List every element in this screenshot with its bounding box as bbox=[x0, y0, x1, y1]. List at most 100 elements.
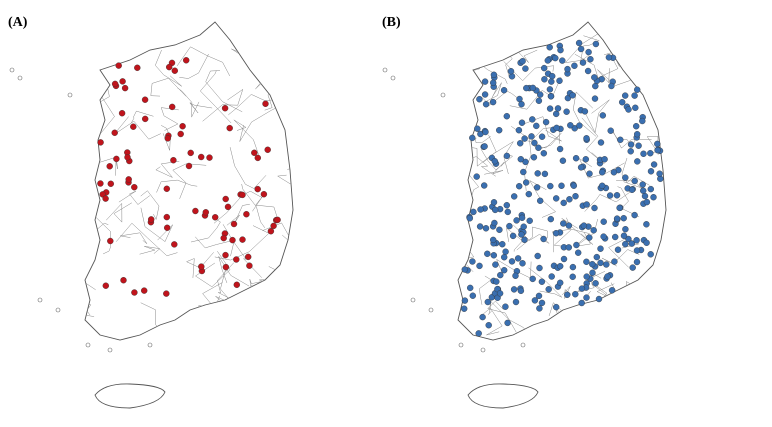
site-dot bbox=[601, 156, 608, 163]
site-dot bbox=[497, 271, 504, 279]
site-dot bbox=[599, 112, 607, 119]
site-dot bbox=[182, 57, 190, 64]
district-border bbox=[479, 307, 503, 336]
district-border bbox=[475, 136, 491, 144]
district-border bbox=[85, 22, 92, 53]
site-dot bbox=[544, 57, 552, 64]
site-dot bbox=[597, 139, 605, 146]
site-dot bbox=[489, 79, 497, 87]
site-dot bbox=[631, 177, 638, 185]
district-border bbox=[214, 225, 270, 261]
site-dot bbox=[614, 246, 622, 253]
site-dot bbox=[575, 39, 583, 47]
site-dot bbox=[164, 135, 172, 142]
district-border bbox=[597, 68, 635, 86]
site-dot bbox=[583, 258, 590, 265]
site-dot bbox=[548, 72, 556, 80]
district-border bbox=[185, 252, 214, 278]
district-border bbox=[282, 276, 290, 286]
district-border bbox=[509, 76, 562, 110]
islet bbox=[9, 67, 15, 73]
site-dot bbox=[553, 124, 560, 132]
site-dot bbox=[111, 80, 119, 88]
site-dot bbox=[515, 182, 523, 190]
site-dot bbox=[597, 245, 604, 252]
site-dot bbox=[481, 91, 489, 98]
site-dot bbox=[233, 281, 241, 288]
site-dot bbox=[622, 174, 629, 181]
site-dot bbox=[534, 170, 541, 177]
site-dot bbox=[547, 215, 555, 223]
district-border bbox=[558, 333, 578, 340]
district-border bbox=[113, 116, 161, 140]
islet bbox=[428, 307, 434, 313]
site-dot bbox=[633, 237, 640, 244]
site-dot bbox=[507, 67, 515, 75]
site-dot bbox=[244, 253, 252, 261]
site-dot bbox=[515, 126, 523, 134]
site-dot bbox=[224, 203, 232, 211]
site-dot bbox=[556, 77, 563, 85]
islet bbox=[147, 342, 153, 348]
site-dot bbox=[647, 251, 654, 258]
site-dot bbox=[499, 240, 506, 248]
district-border bbox=[202, 88, 244, 122]
site-dot bbox=[650, 193, 657, 201]
jeju-island bbox=[467, 383, 539, 409]
site-dot bbox=[270, 222, 277, 230]
district-border bbox=[470, 156, 496, 177]
site-dot bbox=[484, 250, 491, 258]
site-dot bbox=[171, 67, 179, 74]
site-dot bbox=[569, 273, 576, 280]
site-dot bbox=[198, 263, 205, 270]
district-border bbox=[503, 61, 554, 82]
site-dot bbox=[559, 157, 567, 164]
site-dot bbox=[480, 182, 488, 189]
site-dot bbox=[618, 98, 626, 106]
site-dot bbox=[141, 115, 149, 123]
site-dot bbox=[466, 215, 474, 222]
site-dot bbox=[106, 163, 113, 170]
site-dot bbox=[163, 185, 171, 193]
site-dot bbox=[563, 291, 571, 298]
site-dot bbox=[565, 222, 573, 229]
site-dot bbox=[533, 184, 541, 191]
site-dot bbox=[617, 136, 624, 144]
site-dot bbox=[622, 240, 629, 248]
district-border bbox=[85, 32, 98, 68]
district-border bbox=[85, 303, 95, 317]
islet bbox=[458, 342, 464, 348]
site-dot bbox=[500, 86, 508, 94]
site-dot bbox=[565, 244, 573, 251]
site-dot bbox=[120, 277, 127, 284]
district-border bbox=[617, 186, 640, 217]
site-dot bbox=[125, 176, 132, 183]
site-dot bbox=[552, 54, 559, 62]
site-dot bbox=[634, 86, 641, 93]
site-dot bbox=[476, 95, 483, 103]
site-dot bbox=[629, 264, 636, 271]
site-dot bbox=[574, 249, 582, 256]
district-border bbox=[195, 236, 235, 257]
site-dot bbox=[481, 143, 488, 150]
district-border bbox=[458, 177, 464, 199]
district-border bbox=[114, 30, 138, 56]
site-dot bbox=[583, 273, 590, 280]
site-dot bbox=[640, 150, 647, 158]
site-dot bbox=[554, 105, 562, 112]
site-dot bbox=[567, 122, 574, 129]
site-dot bbox=[222, 263, 230, 271]
site-dot bbox=[586, 234, 593, 241]
site-dot bbox=[606, 192, 614, 199]
site-dot bbox=[566, 196, 573, 203]
district-border bbox=[120, 232, 148, 244]
jeju-island bbox=[94, 383, 166, 409]
site-dot bbox=[540, 64, 548, 72]
site-dot bbox=[163, 213, 171, 221]
site-dot bbox=[485, 322, 492, 329]
site-dot bbox=[569, 263, 577, 271]
site-dot bbox=[523, 84, 530, 92]
site-dot bbox=[134, 64, 141, 72]
islet bbox=[85, 342, 91, 348]
site-dot bbox=[552, 195, 560, 202]
